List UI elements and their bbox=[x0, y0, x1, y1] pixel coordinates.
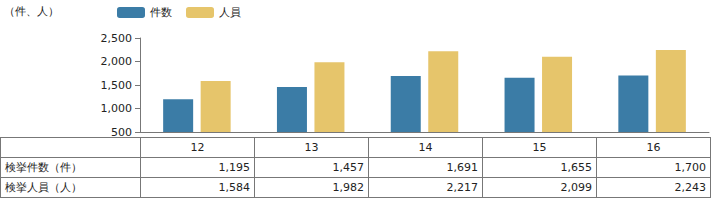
html-text:2,243: 2,243 bbox=[674, 181, 706, 194]
html-text:検挙件数（件）: 検挙件数（件） bbox=[5, 161, 82, 174]
html-text:1,655: 1,655 bbox=[560, 161, 592, 174]
svg-text:2,000: 2,000 bbox=[101, 55, 133, 68]
html-text:1,457: 1,457 bbox=[332, 161, 364, 174]
html-text:2,217: 2,217 bbox=[446, 181, 478, 194]
html-text:検挙人員（人）: 検挙人員（人） bbox=[5, 181, 82, 194]
svg-text:2,500: 2,500 bbox=[101, 32, 133, 45]
html-text:1,691: 1,691 bbox=[446, 161, 478, 174]
svg-text:1,000: 1,000 bbox=[101, 102, 133, 115]
html-text:1,982: 1,982 bbox=[332, 181, 364, 194]
html-text:14: 14 bbox=[418, 141, 433, 154]
html-text:16: 16 bbox=[646, 141, 661, 154]
html-text:1,700: 1,700 bbox=[674, 161, 706, 174]
html-text:1,195: 1,195 bbox=[218, 161, 250, 174]
svg-text:1,500: 1,500 bbox=[101, 79, 133, 92]
svg-text:（件、人）: （件、人） bbox=[4, 5, 59, 18]
html-text:13: 13 bbox=[304, 141, 319, 154]
html-text:1,584: 1,584 bbox=[218, 181, 250, 194]
svg-text:500: 500 bbox=[111, 125, 132, 139]
html-text:12: 12 bbox=[190, 141, 205, 154]
svg-text:件数: 件数 bbox=[150, 6, 172, 19]
svg-text:人員: 人員 bbox=[219, 6, 241, 19]
html-text:15: 15 bbox=[532, 141, 547, 154]
html-text:2,099: 2,099 bbox=[560, 181, 592, 194]
